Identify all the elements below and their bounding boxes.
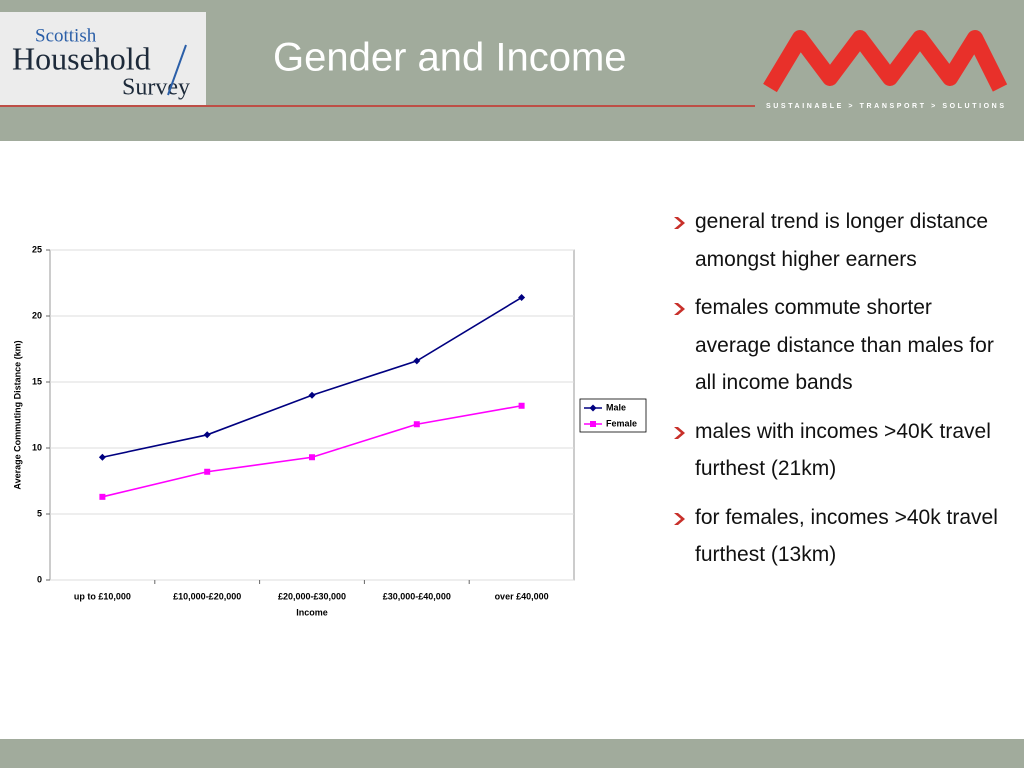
legend-marker [589,404,597,412]
data-point [309,454,315,461]
bullet-text: general trend is longer distance amongst… [695,210,989,271]
data-point [204,468,211,475]
data-point [518,402,525,409]
y-tick-label: 10 [32,442,42,452]
y-tick-label: 5 [37,508,42,518]
x-tick-label: £20,000-£30,000 [278,591,346,601]
data-point [99,493,106,500]
x-axis-label: Income [296,607,328,617]
logo-text: Scottish [35,25,97,46]
legend-label: Male [606,402,626,412]
logo-box [0,12,206,105]
tagline: SUSTAINABLE > TRANSPORT > SOLUTIONS [766,103,1007,110]
logo-text: Household [12,40,151,76]
x-tick-label: up to £10,000 [74,591,131,601]
legend-label: Female [606,418,637,428]
y-tick-label: 25 [32,244,42,254]
y-axis-label: Average Commuting Distance (km) [12,340,22,489]
data-point [518,294,526,302]
bullet: males with incomes >40K travel furthest … [672,413,1012,488]
x-tick-label: over £40,000 [495,591,549,601]
data-point [413,357,421,365]
bullet-icon [674,217,685,229]
data-point [308,391,316,399]
bullet-text: males with incomes >40K travel furthest … [695,419,991,481]
slide-title: Gender and Income [273,36,627,80]
bullet: females commute shorter average distance… [672,289,1012,402]
bullet-icon [674,426,685,439]
logo-stroke [167,44,187,96]
bullet-text: females commute shorter average distance… [695,296,994,394]
mva-logo [763,30,1008,93]
x-tick-label: £30,000-£40,000 [383,591,451,601]
data-point [98,453,106,461]
bullet: for females, incomes >40k travel furthes… [672,499,1012,574]
x-tick-label: £10,000-£20,000 [173,591,241,601]
y-tick-label: 15 [32,376,42,386]
y-tick-label: 0 [37,574,42,584]
y-tick-label: 20 [32,310,42,320]
bullet-text: for females, incomes >40k travel furthes… [695,505,998,567]
plot-area [49,249,575,581]
bullet-list: general trend is longer distance amongst… [672,203,1012,585]
bullet-icon [674,512,685,525]
data-point [203,431,211,439]
bullet-icon [674,303,685,315]
footer-band [0,739,1024,768]
bullet: general trend is longer distance amongst… [672,203,1012,278]
data-point [413,421,420,428]
legend-marker [590,421,596,427]
logo-text: Survey [122,75,190,101]
